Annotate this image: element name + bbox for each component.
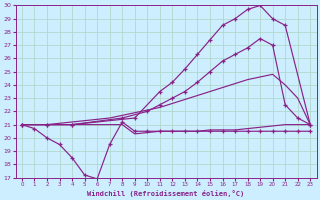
X-axis label: Windchill (Refroidissement éolien,°C): Windchill (Refroidissement éolien,°C) bbox=[87, 190, 245, 197]
